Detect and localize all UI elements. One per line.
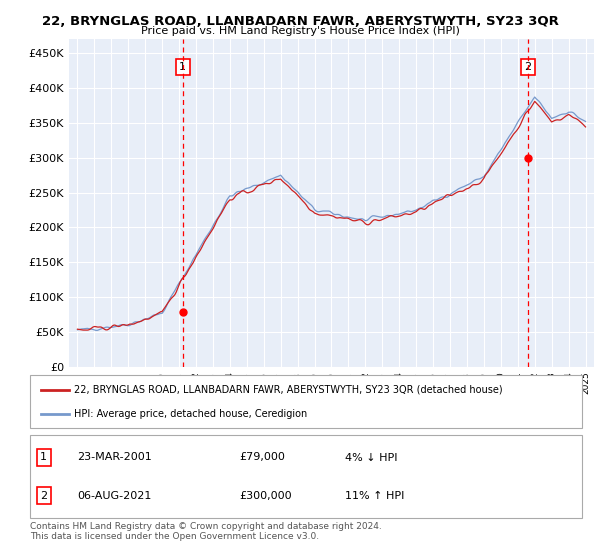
Text: Price paid vs. HM Land Registry's House Price Index (HPI): Price paid vs. HM Land Registry's House … [140, 26, 460, 36]
Text: 06-AUG-2021: 06-AUG-2021 [77, 491, 151, 501]
FancyBboxPatch shape [30, 435, 582, 518]
Text: 4% ↓ HPI: 4% ↓ HPI [344, 452, 397, 463]
Text: Contains HM Land Registry data © Crown copyright and database right 2024.
This d: Contains HM Land Registry data © Crown c… [30, 522, 382, 542]
Text: £79,000: £79,000 [240, 452, 286, 463]
Text: 1: 1 [40, 452, 47, 463]
FancyBboxPatch shape [30, 375, 582, 428]
Text: £300,000: £300,000 [240, 491, 292, 501]
Text: 2: 2 [40, 491, 47, 501]
Text: 2: 2 [524, 62, 531, 72]
Text: 23-MAR-2001: 23-MAR-2001 [77, 452, 152, 463]
Text: 1: 1 [179, 62, 187, 72]
Text: HPI: Average price, detached house, Ceredigion: HPI: Average price, detached house, Cere… [74, 409, 307, 419]
Text: 22, BRYNGLAS ROAD, LLANBADARN FAWR, ABERYSTWYTH, SY23 3QR: 22, BRYNGLAS ROAD, LLANBADARN FAWR, ABER… [41, 15, 559, 27]
Text: 11% ↑ HPI: 11% ↑ HPI [344, 491, 404, 501]
Text: 22, BRYNGLAS ROAD, LLANBADARN FAWR, ABERYSTWYTH, SY23 3QR (detached house): 22, BRYNGLAS ROAD, LLANBADARN FAWR, ABER… [74, 385, 503, 395]
